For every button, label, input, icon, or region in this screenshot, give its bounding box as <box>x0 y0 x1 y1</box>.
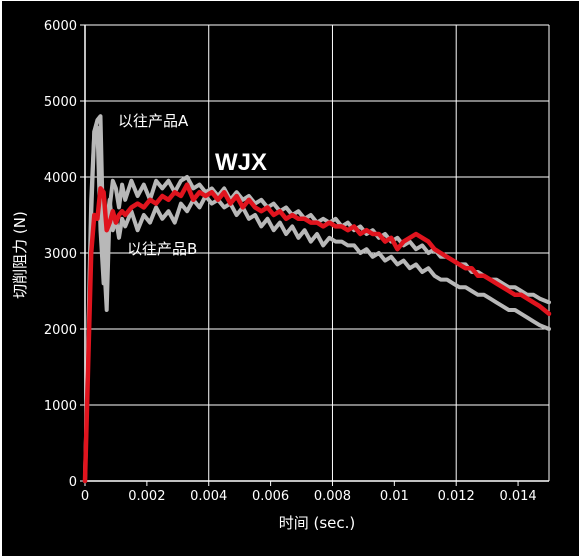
x-tick-label: 0.002 <box>128 489 165 504</box>
series-lines <box>82 114 552 484</box>
y-tick-label: 3000 <box>44 247 77 262</box>
annotation-product-b: 以往产品B <box>127 240 197 258</box>
y-tick-label: 5000 <box>44 95 77 110</box>
y-tick-label: 6000 <box>44 19 77 34</box>
y-tick-label: 0 <box>69 475 77 490</box>
y-tick-label: 2000 <box>44 323 77 338</box>
series-line-1 <box>83 125 551 483</box>
tick-labels: 0 1000 2000 3000 4000 5000 6000 0 0.002 0.004 0.00… <box>44 19 537 504</box>
x-tick-label: 0.014 <box>499 489 536 504</box>
x-tick-label: 0.004 <box>190 489 227 504</box>
grid-lines <box>85 24 550 481</box>
y-axis-label: 切削阻力 (N) <box>11 211 29 299</box>
series-line-2 <box>82 182 552 484</box>
x-tick-label: 0.01 <box>380 489 409 504</box>
x-axis-label: 时间 (sec.) <box>279 514 356 532</box>
x-tick-label: 0.012 <box>438 489 475 504</box>
x-tick-label: 0.006 <box>252 489 289 504</box>
y-tick-label: 1000 <box>44 399 77 414</box>
annotation-product-a: 以往产品A <box>118 112 189 130</box>
x-tick-label: 0 <box>81 489 89 504</box>
x-tick-label: 0.008 <box>314 489 351 504</box>
y-tick-label: 4000 <box>44 171 77 186</box>
series-line-0 <box>83 114 551 483</box>
annotation-wjx: WJX <box>215 149 267 176</box>
